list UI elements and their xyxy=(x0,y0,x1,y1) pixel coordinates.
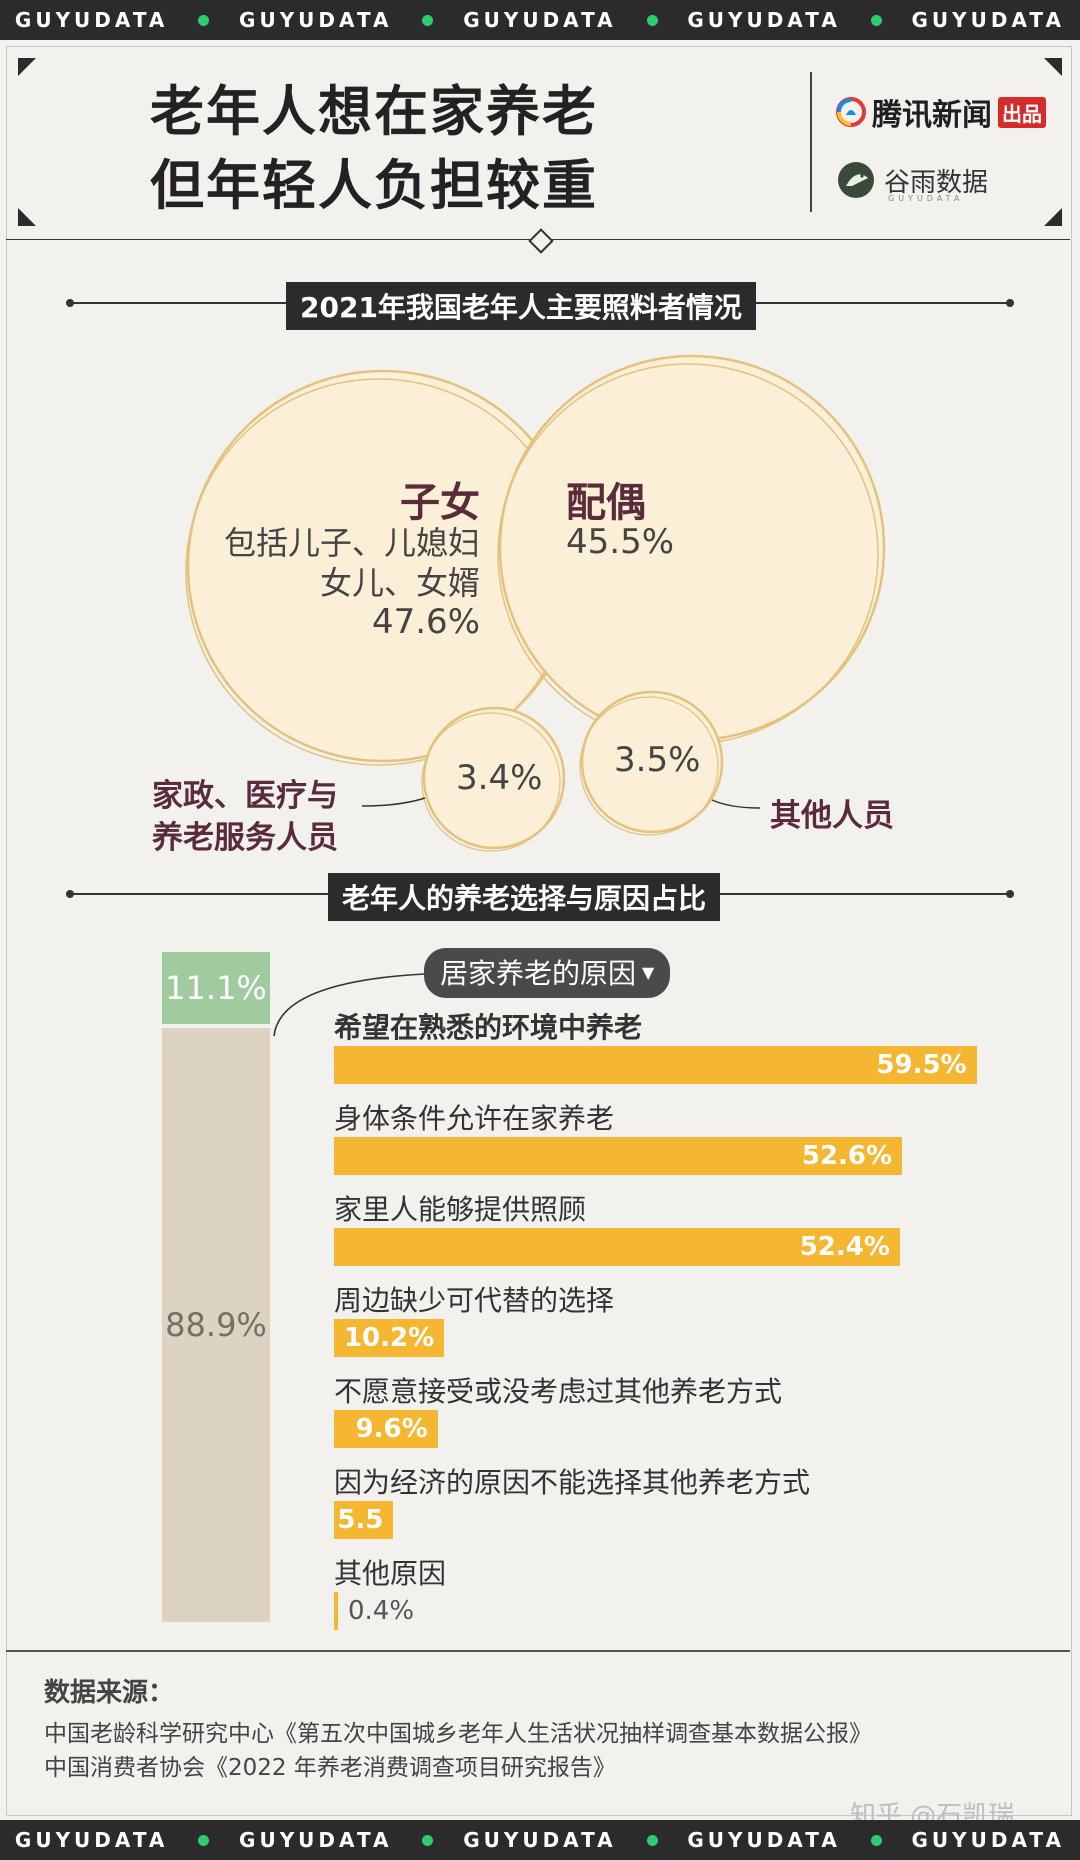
bubble-children-value: 47.6% xyxy=(371,602,480,642)
leader-line-service xyxy=(361,797,426,807)
reason-value-label: 59.5% xyxy=(876,1050,967,1080)
source-heading: 数据来源： xyxy=(44,1678,175,1708)
dot-icon xyxy=(198,1834,210,1846)
source-line2: 中国消费者协会《2022 年养老消费调查项目研究报告》 xyxy=(44,1755,616,1781)
source-line1: 中国老龄科学研究中心《第五次中国城乡老年人生活状况抽样调查基本数据公报》 xyxy=(44,1721,872,1747)
reason-bar: 52.4% xyxy=(334,1228,900,1266)
brand-band-bottom: GUYUDATA GUYUDATA GUYUDATA GUYUDATA GUYU… xyxy=(0,1820,1080,1860)
reason-bar: 10.2% xyxy=(334,1319,445,1357)
bubble-service-value: 3.4% xyxy=(456,758,543,798)
reason-bar: 52.6% xyxy=(334,1137,903,1175)
content-frame xyxy=(6,46,1072,1816)
reason-label: 其他原因 xyxy=(334,1557,447,1590)
corner-mark-icon xyxy=(1044,58,1062,76)
reasons-title-pill: 居家养老的原因 ▼ xyxy=(424,948,671,998)
page-title-line1: 老年人想在家养老 xyxy=(150,80,598,143)
guyu-data-logo: 谷雨数据 GUYUDATA xyxy=(836,160,989,203)
dot-icon xyxy=(870,1834,882,1846)
reason-label: 因为经济的原因不能选择其他养老方式 xyxy=(334,1466,811,1499)
band-label: GUYUDATA xyxy=(687,8,841,32)
bubble-service-ring xyxy=(421,712,561,852)
band-label: GUYUDATA xyxy=(911,8,1065,32)
stack-segment-home: 88.9% xyxy=(162,1028,270,1622)
bubble-spouse-value: 45.5% xyxy=(566,522,675,562)
brand-band-top: GUYUDATA GUYUDATA GUYUDATA GUYUDATA GUYU… xyxy=(0,0,1080,40)
reason-bar xyxy=(334,1592,338,1630)
band-label: GUYUDATA xyxy=(239,1828,393,1852)
reason-label: 希望在熟悉的环境中养老 xyxy=(334,1011,643,1044)
band-label: GUYUDATA xyxy=(911,1828,1065,1852)
reason-label: 家里人能够提供照顾 xyxy=(334,1193,587,1226)
reasons-title: 居家养老的原因 xyxy=(440,957,637,990)
dot-icon xyxy=(422,1834,434,1846)
dot-icon xyxy=(198,14,210,26)
stack-segment-other: 11.1% xyxy=(162,952,270,1024)
bubble-service xyxy=(422,706,566,850)
band-label: GUYUDATA xyxy=(239,8,393,32)
band-label: GUYUDATA xyxy=(463,8,617,32)
bubble-children-desc2: 女儿、女婿 xyxy=(319,564,480,602)
corner-mark-icon xyxy=(18,58,36,76)
band-label: GUYUDATA xyxy=(14,8,169,32)
reason-value-label: 9.6% xyxy=(355,1414,428,1444)
bubble-children-name: 子女 xyxy=(400,480,480,526)
tencent-news-icon xyxy=(836,97,866,127)
corner-mark-icon xyxy=(18,208,36,226)
reason-bar: 5.5 xyxy=(334,1501,394,1539)
connector-line xyxy=(273,973,425,1037)
reason-bar: 59.5% xyxy=(334,1046,977,1084)
dot-icon xyxy=(422,14,434,26)
band-label: GUYUDATA xyxy=(463,1828,617,1852)
reason-value-label: 52.4% xyxy=(799,1232,890,1262)
bubble-other xyxy=(580,690,724,834)
page-title-line2: 但年轻人负担较重 xyxy=(150,154,598,217)
leader-line-other xyxy=(711,799,761,809)
brand1-name: 腾讯新闻 xyxy=(872,98,992,133)
bubble-service-name2: 养老服务人员 xyxy=(152,820,338,856)
reason-label: 周边缺少可代替的选择 xyxy=(334,1284,615,1317)
bubble-service-name1: 家政、医疗与 xyxy=(152,778,338,814)
reason-value-label: 0.4% xyxy=(348,1596,415,1626)
reason-value-label: 10.2% xyxy=(343,1323,435,1353)
reason-label: 不愿意接受或没考虑过其他养老方式 xyxy=(334,1375,783,1408)
bubble-other-ring xyxy=(579,696,719,836)
bubble-other-name: 其他人员 xyxy=(770,798,894,834)
reason-label: 身体条件允许在家养老 xyxy=(334,1102,615,1135)
band-label: GUYUDATA xyxy=(14,1828,169,1852)
guyu-bird-icon xyxy=(838,162,874,198)
brand2-subtitle: GUYUDATA xyxy=(888,194,964,203)
section1-title: 2021年我国老年人主要照料者情况 xyxy=(286,282,756,330)
corner-mark-icon xyxy=(1044,208,1062,226)
bubble-spouse xyxy=(498,354,886,742)
bubble-other-value: 3.5% xyxy=(614,740,701,780)
bubble-spouse-name: 配偶 xyxy=(566,480,646,526)
dot-icon xyxy=(646,1834,658,1846)
section2-title: 老年人的养老选择与原因占比 xyxy=(328,873,721,921)
source-divider xyxy=(6,1650,1070,1652)
caregiver-bubble-chart xyxy=(185,354,886,852)
caret-down-icon: ▼ xyxy=(642,962,655,982)
reason-value-label: 5.5 xyxy=(337,1505,384,1535)
brand1-tag: 出品 xyxy=(998,96,1046,128)
reason-value-label: 52.6% xyxy=(801,1141,893,1171)
brand2-name: 谷雨数据 xyxy=(884,167,989,198)
band-label: GUYUDATA xyxy=(687,1828,841,1852)
header-divider xyxy=(810,72,812,212)
tencent-news-logo: 腾讯新闻 出品 xyxy=(836,90,1046,134)
dot-icon xyxy=(646,14,658,26)
dot-icon xyxy=(870,14,882,26)
bubble-children-desc1: 包括儿子、儿媳妇 xyxy=(223,524,480,562)
reason-bar: 9.6% xyxy=(334,1410,438,1448)
